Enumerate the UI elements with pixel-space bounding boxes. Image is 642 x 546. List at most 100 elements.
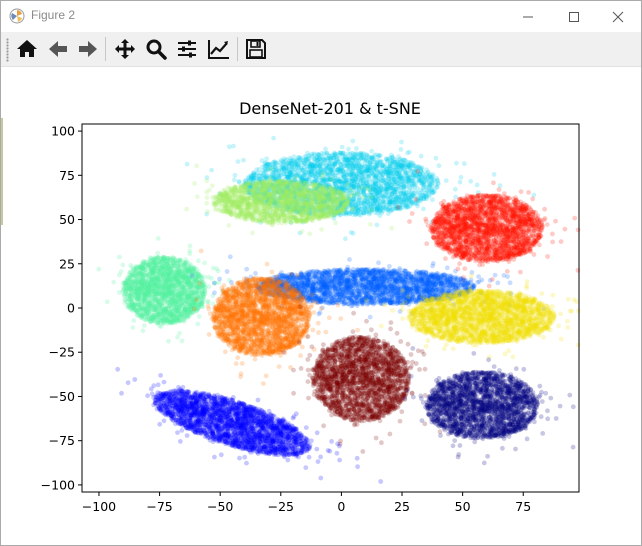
scatter-point [285, 203, 290, 208]
scatter-point [309, 166, 315, 172]
scatter-point [323, 146, 328, 152]
scatter-point [368, 155, 373, 161]
scatter-point [232, 172, 238, 178]
scatter-point [293, 175, 298, 180]
home-icon [17, 40, 37, 57]
pan-button[interactable] [112, 36, 138, 62]
scatter-point [261, 170, 267, 176]
scatter-point [351, 178, 357, 184]
scatter-point [278, 195, 284, 200]
scatter-point [284, 161, 290, 167]
save-button[interactable] [243, 36, 269, 62]
scatter-point [307, 208, 312, 214]
scatter-point [365, 204, 371, 210]
scatter-point [373, 181, 379, 187]
scatter-point [220, 196, 226, 202]
scatter-point [392, 189, 397, 195]
scatter-point [302, 195, 308, 201]
scatter-point [358, 185, 364, 191]
scatter-point [241, 189, 247, 195]
scatter-point [264, 220, 270, 225]
scatter-point [364, 180, 370, 186]
title-bar[interactable]: Figure 2 [1, 1, 641, 32]
home-button[interactable] [14, 36, 40, 62]
scatter-point [204, 200, 210, 206]
forward-button[interactable] [75, 36, 101, 62]
scatter-point [337, 206, 343, 212]
scatter-point [381, 201, 387, 206]
scatter-point [288, 190, 293, 196]
scatter-point [259, 197, 265, 203]
scatter-point [301, 160, 307, 166]
scatter-point [410, 182, 416, 187]
scatter-point [345, 201, 351, 207]
scatter-point [231, 192, 237, 198]
scatter-point [336, 182, 342, 188]
scatter-point [296, 200, 302, 206]
scatter-point [294, 208, 300, 213]
scatter-point [550, 239, 555, 245]
scatter-point [234, 204, 240, 210]
scatter-point [336, 189, 342, 195]
scatter-point [317, 206, 322, 212]
close-button[interactable] [595, 1, 641, 32]
scatter-point [333, 152, 339, 158]
scatter-point [378, 193, 384, 198]
scatter-point [205, 209, 211, 214]
scatter-point [226, 144, 232, 150]
scatter-point [422, 174, 427, 180]
scatter-point [248, 185, 254, 191]
scatter-point [404, 201, 409, 206]
scatter-point [389, 191, 395, 197]
scatter-point [364, 167, 370, 173]
scatter-point [279, 164, 285, 170]
scatter-point [325, 197, 331, 203]
scatter-point [294, 206, 299, 212]
scatter-point [315, 169, 321, 175]
scatter-point [321, 208, 327, 214]
edit-axis-button[interactable] [205, 36, 231, 62]
scatter-point [272, 190, 277, 195]
scatter-point [343, 236, 348, 242]
minimize-button[interactable] [505, 1, 551, 32]
scatter-point [286, 188, 292, 194]
minimize-icon [523, 16, 533, 18]
scatter-point [336, 178, 341, 184]
scatter-point [572, 215, 578, 221]
configure-subplots-button[interactable] [174, 36, 200, 62]
scatter-point [364, 185, 370, 191]
scatter-point [368, 201, 374, 207]
scatter-point [382, 193, 388, 199]
scatter-point [184, 206, 190, 212]
scatter-point [372, 180, 378, 186]
scatter-point [350, 200, 356, 206]
toolbar-grip[interactable] [6, 38, 9, 62]
zoom-button[interactable] [143, 36, 169, 62]
back-arrow-icon [49, 41, 67, 57]
maximize-button[interactable] [551, 1, 597, 32]
back-button[interactable] [45, 36, 71, 62]
figure-canvas[interactable] [1, 67, 641, 545]
scatter-point [368, 194, 374, 200]
scatter-point [234, 215, 240, 221]
scatter-point [399, 139, 404, 145]
scatter-point [263, 169, 269, 175]
scatter-point [416, 165, 422, 170]
scatter-point [369, 206, 375, 212]
scatter-point [373, 174, 379, 179]
scatter-point [370, 195, 376, 201]
scatter-point [386, 186, 391, 191]
scatter-point [276, 183, 281, 189]
scatter-point [343, 210, 349, 216]
scatter-point [367, 210, 373, 216]
scatter-point [309, 218, 315, 223]
scatter-point [414, 166, 420, 172]
scatter-point [374, 222, 380, 228]
scatter-point [231, 143, 236, 149]
scatter-point [247, 190, 253, 195]
scatter-point [504, 269, 510, 274]
matplotlib-logo-icon [9, 8, 25, 24]
scatter-point [231, 185, 237, 191]
scatter-point [296, 179, 302, 185]
